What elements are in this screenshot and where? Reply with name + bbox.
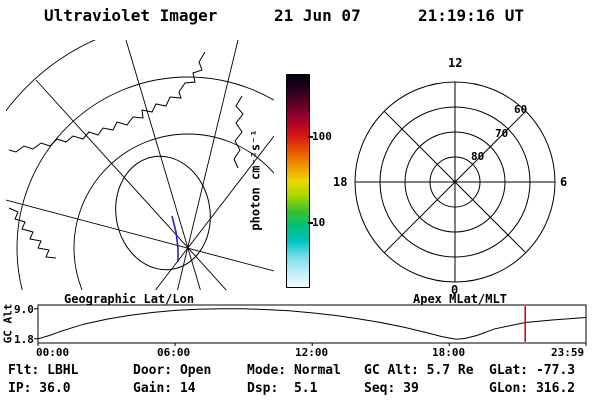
xtick-2359: 23:59 [551, 346, 585, 359]
mlat-label-60: 60 [514, 103, 528, 116]
mlt-label-18: 18 [333, 175, 348, 189]
app-title: Ultraviolet Imager [44, 6, 218, 25]
gc-alt-chart [34, 304, 587, 346]
xtick-1200: 12:00 [295, 346, 329, 359]
colorbar-gradient [286, 74, 310, 288]
xtick-0000: 00:00 [36, 346, 70, 359]
mlat-label-80: 80 [471, 150, 485, 163]
colorbar-tick-low: 10 [312, 216, 326, 229]
status-mode: Mode: Normal [247, 363, 341, 378]
geo-map [6, 40, 274, 290]
header-date: 21 Jun 07 [274, 6, 361, 25]
colorbar-axis-label: photon cm⁻²s⁻¹ [249, 129, 263, 231]
colorbar-tick-high: 100 [312, 130, 332, 143]
status-dsp: Dsp: 5.1 [247, 381, 318, 396]
ytick-1-8: 1.8 [14, 333, 34, 346]
mlt-label-6: 6 [560, 175, 568, 189]
colorbar-tick-mark-high [308, 136, 313, 138]
coastline [8, 51, 244, 259]
header-time-ut: 21:19:16 UT [418, 6, 524, 25]
apex-panel-title: Apex MLat/MLT [413, 292, 507, 306]
status-glon: GLon: 316.2 [489, 381, 576, 396]
mlt-label-12: 12 [448, 56, 463, 70]
status-gc-alt: GC Alt: 5.7 Re [364, 363, 474, 378]
status-flt: Flt: LBHL [8, 363, 79, 378]
status-door: Door: Open [133, 363, 212, 378]
fov-ellipse [115, 155, 211, 271]
geo-panel-title: Geographic Lat/Lon [64, 292, 195, 306]
mlat-label-70: 70 [495, 127, 509, 140]
xtick-0600: 06:00 [157, 346, 191, 359]
colorbar-tick-mark-low [308, 222, 313, 224]
status-glat: GLat: -77.3 [489, 363, 576, 378]
status-seq: Seq: 39 [364, 381, 419, 396]
apex-polar-plot [354, 81, 556, 283]
xtick-1800: 18:00 [432, 346, 466, 359]
graticule [6, 40, 274, 290]
ytick-9: 9.0 [14, 303, 34, 316]
status-gain: Gain: 14 [133, 381, 196, 396]
status-ip: IP: 36.0 [8, 381, 71, 396]
mlt-label-0: 0 [451, 283, 459, 297]
orbit-track [171, 215, 179, 262]
